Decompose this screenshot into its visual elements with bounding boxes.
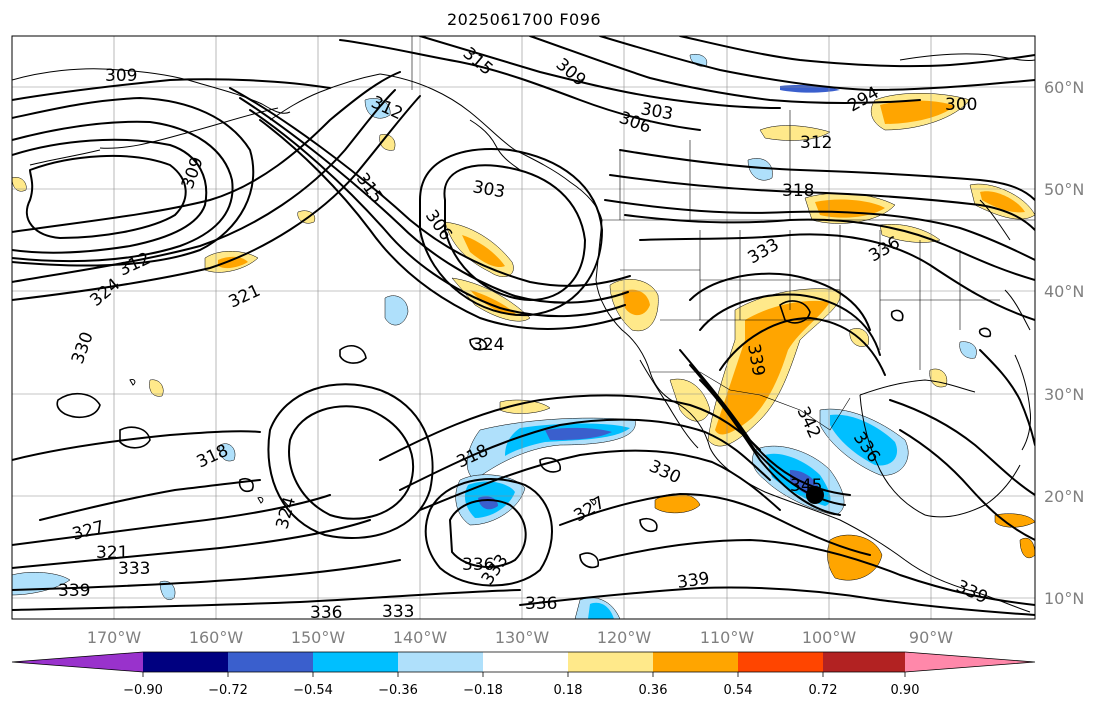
coastlines xyxy=(12,53,1035,613)
closed-low-marker xyxy=(806,486,824,504)
contour-labels: 309 315 309 303 306 312 309 303 315 306 … xyxy=(58,44,991,623)
lon-label-100w: 100°W xyxy=(802,628,857,647)
colorbar-min-arrow xyxy=(12,652,143,672)
colorbar-segment xyxy=(823,652,905,672)
contour-label: 333 xyxy=(382,602,414,622)
colorbar-tick-labels: −0.90 −0.72 −0.54 −0.36 −0.18 0.18 0.36 … xyxy=(123,683,919,698)
lat-label-50n: 50°N xyxy=(1044,180,1084,199)
colorbar-tick-label: 0.54 xyxy=(724,683,753,698)
colorbar-tick-label: 0.18 xyxy=(554,683,583,698)
colorbar: −0.90 −0.72 −0.54 −0.36 −0.18 0.18 0.36 … xyxy=(11,651,1036,698)
colorbar-tick-label: −0.18 xyxy=(463,683,503,698)
colorbar-segment xyxy=(313,652,398,672)
colorbar-tick-label: −0.36 xyxy=(378,683,418,698)
lon-label-130w: 130°W xyxy=(495,628,550,647)
longitude-labels: 170°W 160°W 150°W 140°W 130°W 120°W 110°… xyxy=(87,628,953,647)
colorbar-max-arrow xyxy=(905,652,1035,672)
map-content: 309 315 309 303 306 312 309 303 315 306 … xyxy=(12,36,1035,623)
lat-label-20n: 20°N xyxy=(1044,487,1084,506)
colorbar-segment xyxy=(483,652,568,672)
contour-label: 339 xyxy=(58,581,90,601)
height-contours xyxy=(12,36,1035,616)
latitude-labels: 60°N 50°N 40°N 30°N 20°N 10°N xyxy=(1044,78,1084,608)
gridlines xyxy=(12,36,1035,619)
lon-label-120w: 120°W xyxy=(597,628,652,647)
lat-label-30n: 30°N xyxy=(1044,385,1084,404)
map-title: 2025061700 F096 xyxy=(446,10,602,29)
contour-label: 300 xyxy=(945,95,977,115)
contour-label: 333 xyxy=(118,559,150,579)
colorbar-tick-label: 0.90 xyxy=(891,683,920,698)
colorbar-tick-label: −0.90 xyxy=(123,683,163,698)
lon-label-170w: 170°W xyxy=(87,628,142,647)
contour-label: 318 xyxy=(782,181,814,201)
lon-label-90w: 90°W xyxy=(909,628,953,647)
contour-label: 345 xyxy=(790,476,822,496)
map-frame xyxy=(11,35,1036,620)
contour-label: 324 xyxy=(472,335,504,355)
lon-label-160w: 160°W xyxy=(189,628,244,647)
colorbar-tick-label: 0.72 xyxy=(809,683,838,698)
lon-label-140w: 140°W xyxy=(393,628,448,647)
colorbar-segment xyxy=(738,652,823,672)
contour-label: 312 xyxy=(800,133,832,153)
lat-label-40n: 40°N xyxy=(1044,282,1084,301)
contour-label: 321 xyxy=(96,543,128,563)
contour-label: 336 xyxy=(525,594,557,614)
colorbar-segment xyxy=(568,652,653,672)
colorbar-segment xyxy=(653,652,738,672)
contour-label: 339 xyxy=(676,569,711,593)
contour-label: 336 xyxy=(462,555,494,575)
lon-label-110w: 110°W xyxy=(700,628,755,647)
colorbar-ticks xyxy=(142,672,906,677)
lat-label-10n: 10°N xyxy=(1044,589,1084,608)
lat-label-60n: 60°N xyxy=(1044,78,1084,97)
lon-label-150w: 150°W xyxy=(291,628,346,647)
colorbar-tick-label: −0.72 xyxy=(208,683,248,698)
contour-label: 309 xyxy=(105,66,137,86)
colorbar-tick-label: −0.54 xyxy=(293,683,333,698)
colorbar-segment xyxy=(143,652,228,672)
colorbar-tick-label: 0.36 xyxy=(639,683,668,698)
colorbar-segment xyxy=(398,652,483,672)
colorbar-segment xyxy=(228,652,313,672)
contour-label: 336 xyxy=(310,603,342,623)
